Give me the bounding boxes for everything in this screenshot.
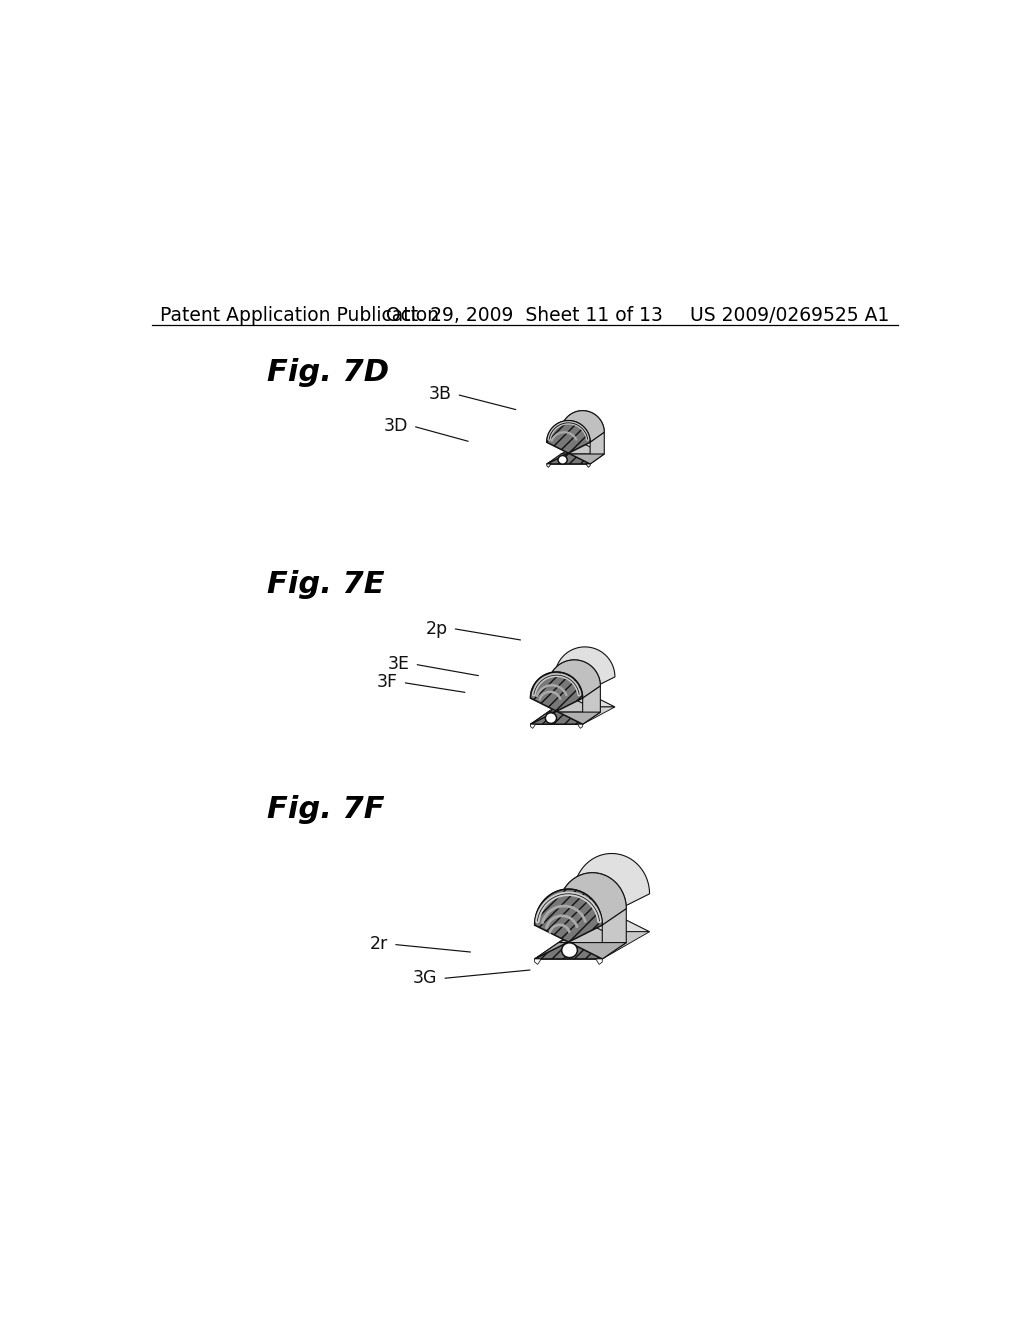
Polygon shape <box>596 958 602 965</box>
Polygon shape <box>535 873 627 925</box>
Polygon shape <box>535 932 649 958</box>
Polygon shape <box>561 411 604 454</box>
Polygon shape <box>548 660 600 711</box>
Text: Fig. 7F: Fig. 7F <box>267 795 384 824</box>
Text: 3D: 3D <box>384 417 409 436</box>
Polygon shape <box>535 890 602 958</box>
Polygon shape <box>602 908 627 958</box>
Polygon shape <box>530 672 583 725</box>
Text: 3B: 3B <box>429 385 452 404</box>
Text: Fig. 7E: Fig. 7E <box>267 570 384 599</box>
Polygon shape <box>530 708 615 725</box>
Text: 3F: 3F <box>377 673 397 692</box>
Polygon shape <box>547 411 604 442</box>
Text: 2r: 2r <box>370 936 388 953</box>
Text: US 2009/0269525 A1: US 2009/0269525 A1 <box>690 306 890 325</box>
Polygon shape <box>535 942 627 958</box>
Polygon shape <box>583 686 600 725</box>
Polygon shape <box>547 454 604 465</box>
Polygon shape <box>573 854 649 932</box>
Ellipse shape <box>562 942 578 957</box>
Polygon shape <box>547 465 551 467</box>
Ellipse shape <box>558 455 567 465</box>
Text: 3E: 3E <box>388 655 410 673</box>
Polygon shape <box>530 660 600 698</box>
Text: Fig. 7D: Fig. 7D <box>267 359 389 388</box>
Polygon shape <box>555 647 615 708</box>
Polygon shape <box>559 873 627 942</box>
Polygon shape <box>586 465 590 467</box>
Ellipse shape <box>546 713 557 723</box>
Text: Oct. 29, 2009  Sheet 11 of 13: Oct. 29, 2009 Sheet 11 of 13 <box>386 306 664 325</box>
Text: 3G: 3G <box>413 969 437 987</box>
Polygon shape <box>590 433 604 465</box>
Text: Patent Application Publication: Patent Application Publication <box>160 306 438 325</box>
Text: 2p: 2p <box>426 619 447 638</box>
Polygon shape <box>578 725 583 729</box>
Polygon shape <box>535 958 541 965</box>
Polygon shape <box>530 711 600 725</box>
Polygon shape <box>530 725 536 729</box>
Polygon shape <box>547 421 590 465</box>
